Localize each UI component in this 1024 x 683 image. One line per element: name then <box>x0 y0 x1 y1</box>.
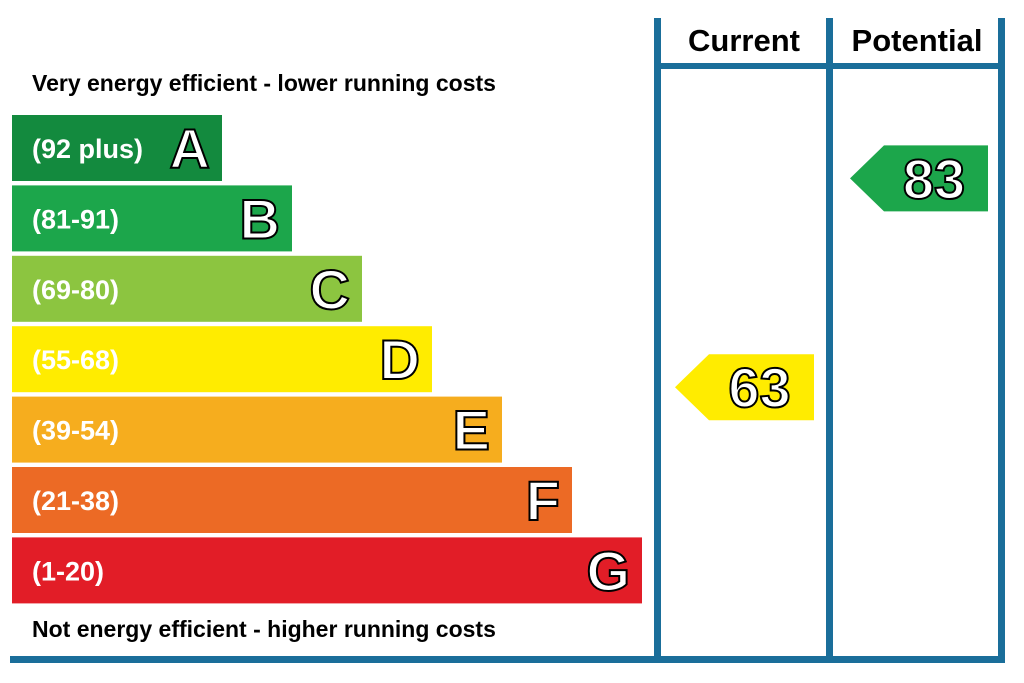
band-range-b: (81-91) <box>32 204 119 234</box>
rating-bands: (92 plus) A(81-91) B(69-80) C(55-68) D(39-54… <box>12 115 642 604</box>
frame-line-middle <box>826 18 833 660</box>
band-bar-f <box>12 467 572 533</box>
band-d: (55-68) D <box>12 326 432 393</box>
band-range-g: (1-20) <box>32 556 104 586</box>
band-range-e: (39-54) <box>32 416 119 446</box>
potential-rating-arrow: 83 <box>850 145 988 212</box>
band-bar-d <box>12 326 432 393</box>
band-bar-b <box>12 185 292 252</box>
column-header-potential: Potential <box>852 23 983 58</box>
chart-frame <box>10 18 1005 663</box>
band-bar-g <box>12 537 642 604</box>
frame-header-rule <box>654 63 1005 69</box>
top-caption: Very energy efficient - lower running co… <box>32 70 496 96</box>
band-f: (21-38) F <box>12 467 572 533</box>
frame-bottom-rule <box>10 656 1005 663</box>
bottom-caption: Not energy efficient - higher running co… <box>32 616 496 642</box>
band-bar-c <box>12 255 362 322</box>
band-b: (81-91) B <box>12 185 292 252</box>
band-bar-e <box>12 396 502 463</box>
band-bar-a <box>12 115 222 181</box>
column-header-current: Current <box>688 23 800 58</box>
band-letter-a: A <box>170 117 210 180</box>
band-e: (39-54) E <box>12 396 502 463</box>
band-c: (69-80) C <box>12 255 362 322</box>
band-a: (92 plus) A <box>12 115 222 181</box>
band-range-c: (69-80) <box>32 275 119 305</box>
band-letter-b: B <box>240 187 280 250</box>
band-letter-e: E <box>453 399 490 462</box>
frame-line-right <box>998 18 1005 660</box>
current-rating-arrow: 63 <box>675 354 814 421</box>
band-range-d: (55-68) <box>32 345 119 375</box>
band-letter-f: F <box>526 469 560 532</box>
band-range-a: (92 plus) <box>32 134 143 164</box>
band-letter-c: C <box>310 258 350 321</box>
band-letter-g: G <box>586 539 630 602</box>
frame-line-left <box>654 18 661 660</box>
potential-rating-arrow-shape <box>850 145 988 212</box>
rating-arrows: 63 83 <box>675 145 988 421</box>
band-range-f: (21-38) <box>32 486 119 516</box>
band-g: (1-20) G <box>12 537 642 604</box>
potential-rating-value: 83 <box>903 147 965 210</box>
current-rating-value: 63 <box>728 356 790 419</box>
band-letter-d: D <box>380 328 420 391</box>
current-rating-arrow-shape <box>675 354 814 421</box>
